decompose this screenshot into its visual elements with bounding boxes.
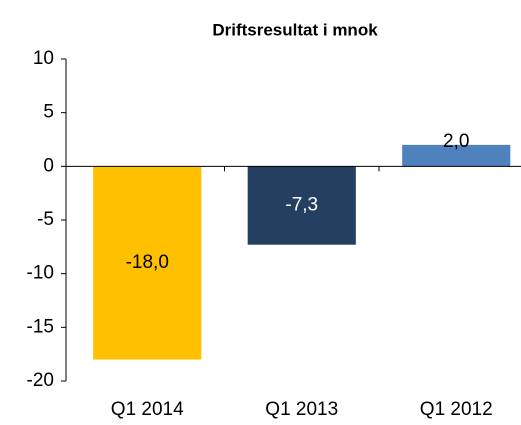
y-tick-label: -15	[27, 316, 54, 337]
x-tick-label: Q1 2012	[420, 399, 493, 420]
bar	[93, 166, 202, 360]
y-tick-label: -20	[27, 370, 54, 391]
y-tick-label: 10	[33, 48, 54, 69]
x-tick-label: Q1 2014	[111, 399, 184, 420]
y-tick-label: -10	[27, 263, 54, 284]
x-tick-label: Q1 2013	[265, 399, 338, 420]
y-tick-label: 0	[43, 155, 54, 176]
bar	[247, 166, 356, 245]
chart-title: Driftsresultat i mnok	[212, 20, 378, 39]
bar	[402, 144, 511, 167]
value-label: -7,3	[285, 195, 318, 216]
value-label: 2,0	[443, 131, 469, 152]
y-tick-label: -5	[37, 209, 54, 230]
value-label: -18,0	[126, 252, 169, 273]
y-tick-label: 5	[43, 102, 54, 123]
